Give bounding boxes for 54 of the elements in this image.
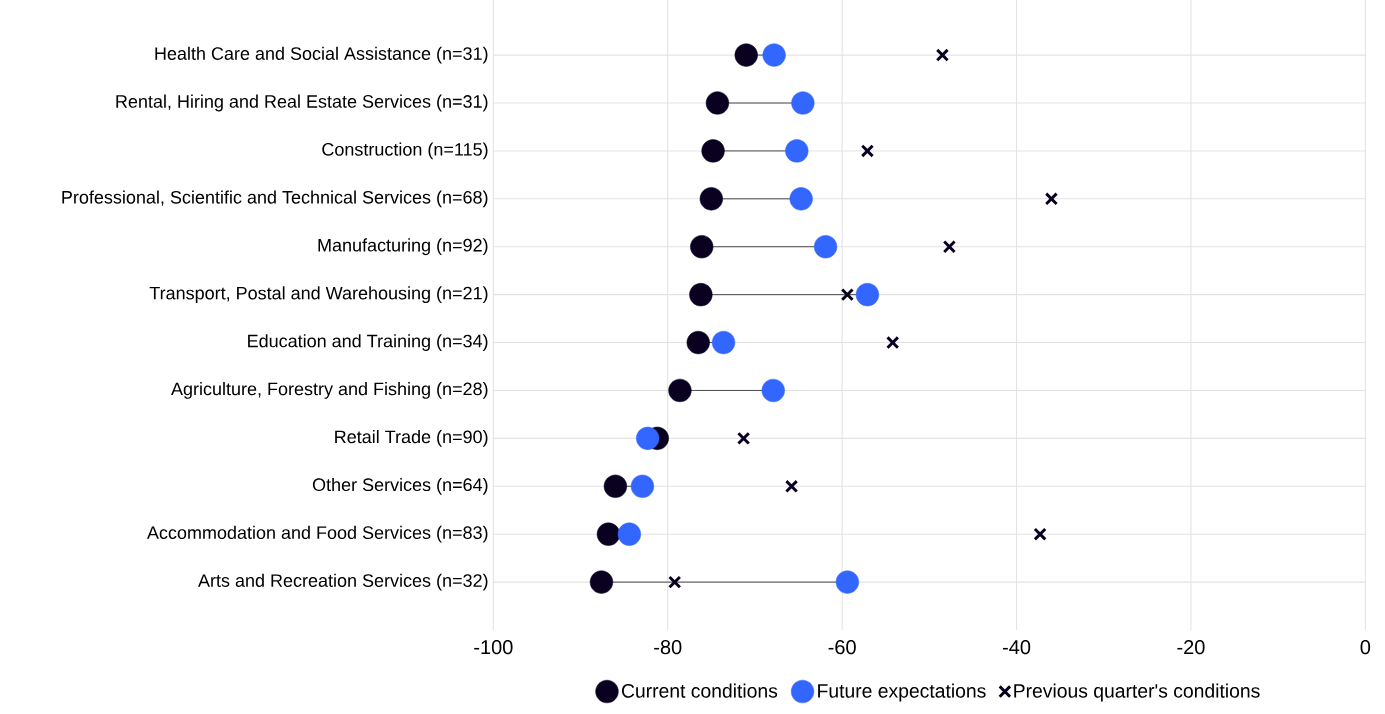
point xyxy=(668,575,682,589)
y-tick-label: Education and Training (n=34) xyxy=(248,334,488,351)
point xyxy=(686,330,710,355)
point xyxy=(630,474,655,498)
point xyxy=(762,43,786,67)
point xyxy=(1033,527,1047,541)
x-tick-label: -20 xyxy=(1177,640,1205,655)
point xyxy=(636,426,660,450)
point xyxy=(705,91,730,115)
point xyxy=(835,570,859,594)
point xyxy=(785,139,809,163)
legend-label: Previous quarter's conditions xyxy=(1014,683,1260,702)
point xyxy=(734,43,758,67)
point xyxy=(789,187,813,211)
point xyxy=(701,139,725,163)
point xyxy=(589,570,614,594)
point xyxy=(813,235,838,259)
y-tick-label: Professional, Scientific and Technical Services (n=68) xyxy=(62,190,488,208)
legend-label: Future expectations xyxy=(818,683,986,702)
point xyxy=(603,474,628,498)
y-tick-label: Health Care and Social Assistance (n=31) xyxy=(155,46,488,64)
x-tick-label: 0 xyxy=(1360,640,1371,655)
point xyxy=(690,235,714,259)
point xyxy=(886,335,900,350)
point xyxy=(784,479,799,493)
y-tick-label: Construction (n=115) xyxy=(322,142,488,160)
point xyxy=(942,240,957,254)
legend-label: Current conditions xyxy=(621,683,778,698)
y-tick-label: Rental, Hiring and Real Estate Services (n=31) xyxy=(116,94,488,112)
point xyxy=(935,48,950,62)
x-tick-label: -80 xyxy=(654,640,682,655)
point xyxy=(761,378,785,403)
point xyxy=(1044,192,1059,206)
point xyxy=(860,144,875,158)
y-tick-label: Other Services (n=64) xyxy=(312,477,488,495)
y-tick-label: Agriculture, Forestry and Fishing (n=28) xyxy=(171,382,488,399)
point xyxy=(699,187,723,211)
y-tick-label: Transport, Postal and Warehousing (n=21) xyxy=(149,286,488,304)
y-tick-label: Manufacturing (n=92) xyxy=(318,238,488,256)
point xyxy=(596,522,621,546)
y-tick-label: Retail Trade (n=90) xyxy=(335,429,488,447)
point xyxy=(689,283,713,307)
x-tick-label: -60 xyxy=(828,640,856,655)
point xyxy=(736,431,751,446)
point xyxy=(840,287,855,302)
point xyxy=(668,378,692,403)
point xyxy=(855,283,880,307)
point xyxy=(711,330,736,355)
y-tick-label: Arts and Recreation Services (n=32) xyxy=(198,573,488,591)
x-tick-label: -100 xyxy=(474,640,513,655)
point xyxy=(791,91,815,115)
point xyxy=(617,522,641,546)
x-tick-label: -40 xyxy=(1002,640,1031,655)
y-tick-label: Accommodation and Food Services (n=83) xyxy=(146,525,488,543)
